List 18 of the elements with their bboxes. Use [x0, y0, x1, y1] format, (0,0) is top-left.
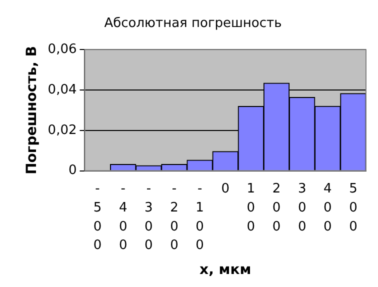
x-tick-label: -400	[118, 182, 128, 254]
x-tick-label: -300	[144, 182, 153, 254]
y-tick-label: 0,06	[48, 42, 77, 57]
x-tick-label: 500	[349, 182, 358, 234]
x-tick-label: 400	[324, 182, 332, 234]
x-axis-title: x, мкм	[200, 262, 252, 278]
y-axis-title: Погрешность, В	[24, 46, 40, 174]
x-tick-label: 200	[272, 182, 281, 234]
y-tick-label: 0,04	[48, 82, 77, 98]
x-tick-label: 100	[246, 182, 256, 234]
x-tick-label: -100	[196, 182, 204, 254]
x-tick-label: -500	[93, 182, 102, 254]
y-tick-label: 0	[68, 163, 77, 178]
y-tick-label: 0,02	[48, 122, 77, 138]
chart-title: Абсолютная погрешность	[104, 16, 282, 32]
x-tick-label: -200	[170, 182, 178, 254]
x-tick-label: 0	[221, 182, 230, 197]
x-tick-label: 300	[298, 182, 306, 234]
